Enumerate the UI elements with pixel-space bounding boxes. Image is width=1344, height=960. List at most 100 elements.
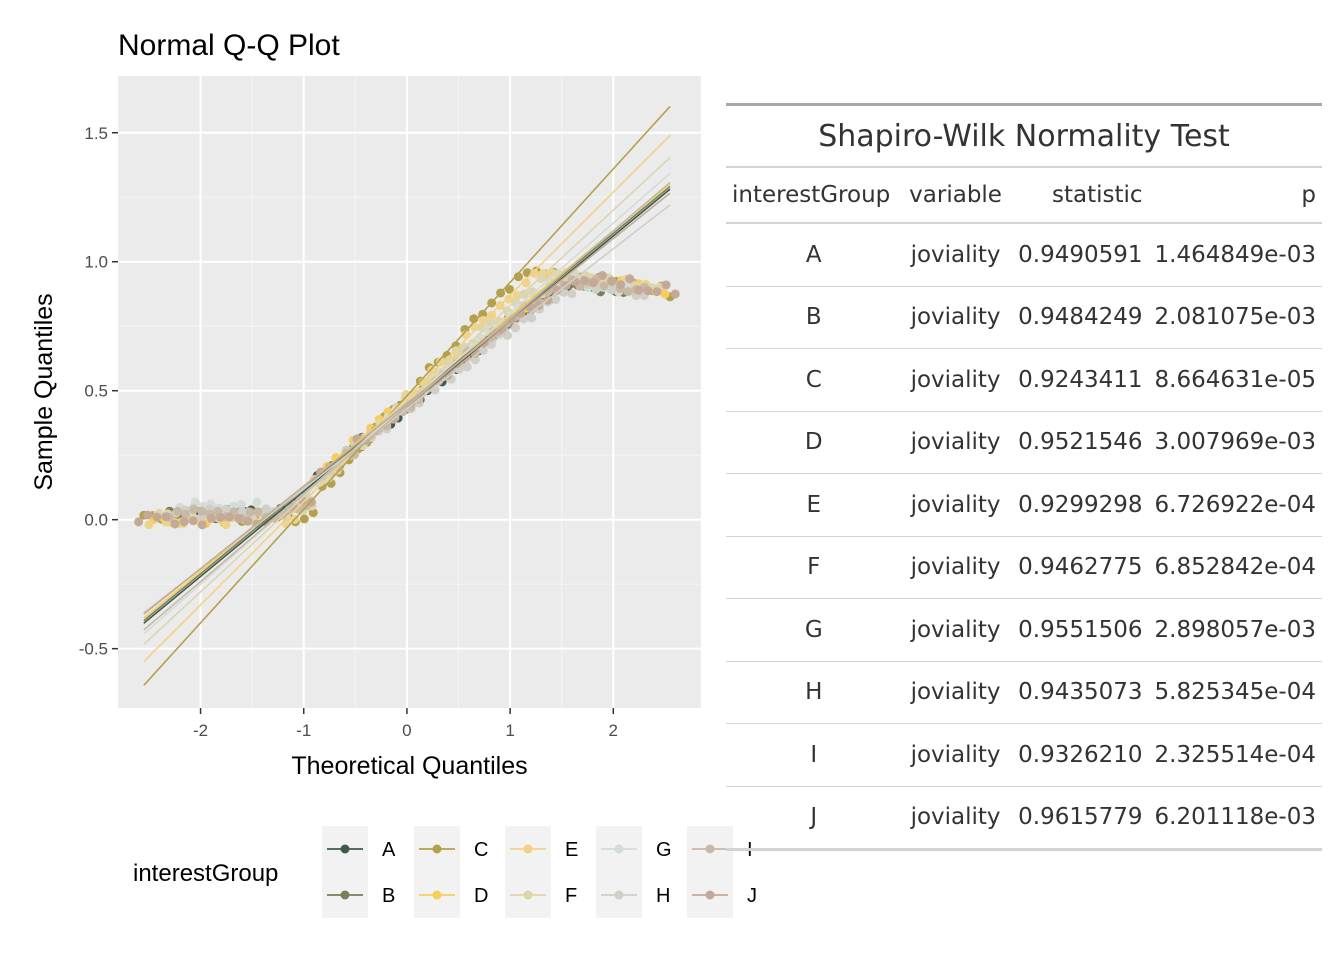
legend-key-point — [523, 844, 533, 854]
legend-key-point — [340, 890, 350, 900]
qq-point — [134, 517, 144, 527]
cell-group: D — [726, 411, 902, 474]
qq-point — [625, 274, 635, 284]
cell-variable: joviality — [901, 661, 1010, 724]
y-tick-label: 1.5 — [84, 124, 108, 143]
cell-p: 6.201118e-03 — [1148, 786, 1322, 851]
qq-reference-line — [143, 157, 671, 646]
qq-point — [221, 520, 231, 530]
x-tick-label: -1 — [296, 721, 311, 740]
cell-variable: joviality — [901, 286, 1010, 349]
qq-point — [215, 512, 225, 522]
qq-point — [143, 510, 153, 520]
qq-point — [234, 514, 244, 524]
legend-label: G — [656, 839, 672, 861]
y-tick-label: 0.5 — [84, 382, 108, 401]
qq-point — [181, 509, 191, 519]
cell-statistic: 0.9299298 — [1009, 473, 1149, 537]
legend-key-point — [705, 890, 715, 900]
col-header-p: p — [1148, 168, 1322, 224]
y-tick-label: 1.0 — [84, 253, 108, 272]
legend-label: D — [474, 885, 488, 907]
cell-variable: joviality — [901, 723, 1010, 787]
y-axis-title: Sample Quantiles — [30, 293, 58, 490]
y-axis: -0.5 0.0 0.5 1.0 1.5 — [79, 124, 118, 659]
cell-statistic: 0.9521546 — [1009, 411, 1149, 474]
qq-point — [567, 289, 577, 299]
qq-point — [552, 285, 562, 295]
cell-p: 6.852842e-04 — [1148, 536, 1322, 599]
cell-group: F — [726, 536, 902, 599]
cell-statistic: 0.9243411 — [1009, 348, 1149, 412]
y-tick-label: -0.5 — [79, 640, 108, 659]
x-tick-label: 1 — [505, 721, 514, 740]
qq-point — [261, 504, 271, 514]
qq-point — [299, 514, 309, 524]
cell-p: 2.081075e-03 — [1148, 286, 1322, 349]
qq-point — [161, 512, 171, 522]
qq-point — [237, 506, 247, 516]
cell-p: 8.664631e-05 — [1148, 348, 1322, 412]
legend-label: E — [565, 839, 578, 861]
qq-point — [225, 512, 235, 522]
qq-point — [170, 519, 180, 529]
y-tick-label: 0.0 — [84, 511, 108, 530]
qq-reference-line — [143, 105, 671, 686]
qq-point — [221, 504, 231, 514]
qq-point — [661, 280, 671, 290]
col-header-variable: variable — [901, 168, 1010, 224]
cell-group: A — [726, 223, 902, 287]
x-tick-label: 0 — [402, 721, 411, 740]
cell-statistic: 0.9326210 — [1009, 723, 1149, 787]
cell-group: E — [726, 473, 902, 537]
qq-point — [607, 276, 617, 286]
cell-variable: joviality — [901, 348, 1010, 412]
legend-label: J — [747, 885, 757, 907]
legend-label: H — [656, 885, 670, 907]
qq-point — [152, 512, 162, 522]
qq-point — [144, 520, 154, 530]
cell-variable: joviality — [901, 411, 1010, 474]
legend-key-point — [523, 890, 533, 900]
table-title: Shapiro-Wilk Normality Test — [726, 106, 1322, 168]
qq-point — [451, 346, 461, 356]
qq-point — [487, 310, 497, 320]
cell-group: B — [726, 286, 902, 349]
qq-point — [588, 278, 598, 288]
qq-point — [252, 497, 262, 507]
reference-lines — [143, 105, 671, 686]
qq-point — [634, 285, 644, 295]
cell-p: 5.825345e-04 — [1148, 661, 1322, 724]
chart-title: Normal Q-Q Plot — [118, 29, 340, 62]
qq-point — [435, 357, 445, 367]
qq-point — [527, 287, 537, 297]
qq-point — [504, 284, 514, 294]
shapiro-wilk-table: Shapiro-Wilk Normality Test interestGrou… — [726, 103, 1322, 851]
table-top-rule — [726, 103, 1322, 106]
qq-point — [253, 507, 263, 517]
cell-statistic: 0.9615779 — [1009, 786, 1149, 851]
qq-point — [536, 273, 546, 283]
legend-key-point — [432, 890, 442, 900]
cell-group: J — [726, 786, 902, 851]
cell-p: 2.325514e-04 — [1148, 723, 1322, 787]
qq-point — [599, 281, 609, 291]
qq-point — [189, 504, 199, 514]
qq-point — [245, 507, 255, 517]
legend-label: F — [565, 885, 577, 907]
cell-group: H — [726, 661, 902, 724]
legend-key-point — [614, 844, 624, 854]
legend-label: A — [382, 839, 396, 861]
qq-point — [243, 516, 253, 526]
x-tick-label: 2 — [609, 721, 618, 740]
x-axis-title: Theoretical Quantiles — [291, 752, 527, 780]
qq-point — [616, 280, 626, 290]
qq-point — [623, 287, 633, 297]
